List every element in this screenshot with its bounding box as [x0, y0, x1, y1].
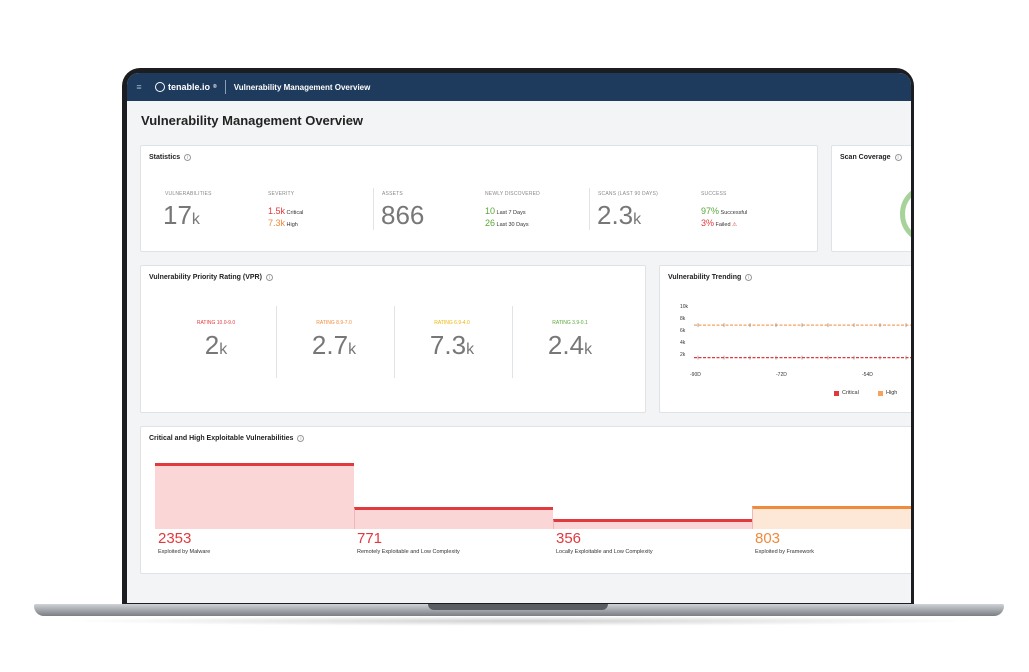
exploit-value: 356 [556, 530, 582, 547]
legend-item[interactable]: Critical [834, 390, 859, 396]
scans-label: SCANS (LAST 90 DAYS) [598, 191, 658, 197]
exploit-label: Remotely Exploitable and Low Complexity [357, 549, 460, 555]
trending-title-text: Vulnerability Trending [668, 274, 742, 281]
page-title: Vulnerability Management Overview [141, 113, 364, 128]
vpr-rating-label: RATING 6.9-4.0 [434, 320, 470, 326]
exploitable-card: Critical and High Exploitable Vulnerabil… [140, 426, 911, 574]
vpr-card: Vulnerability Priority Rating (VPR) i RA… [140, 265, 646, 413]
info-icon[interactable]: i [297, 435, 305, 442]
coverage-ring [900, 184, 911, 244]
y-tick-label: 4k [680, 340, 686, 346]
severity-critical: 1.5k Critical [268, 206, 304, 216]
success-failed: 3% Failed ⚠ [701, 218, 737, 228]
scan-coverage-title-text: Scan Coverage [840, 154, 891, 161]
x-tick-label: -90D [690, 372, 701, 378]
logo-mark: ® [213, 84, 217, 90]
vpr-rating-value[interactable]: 2.4k [547, 330, 593, 360]
nav-title: Vulnerability Management Overview [233, 82, 371, 92]
vulnerabilities-value: 17k [163, 200, 200, 230]
statistics-card: Statistics i VULNERABILITIES 17k SEVERIT… [140, 145, 818, 252]
exploit-bar[interactable] [553, 519, 752, 529]
y-tick-label: 2k [680, 352, 686, 358]
vpr-title: Vulnerability Priority Rating (VPR) i [141, 266, 645, 289]
vpr-title-text: Vulnerability Priority Rating (VPR) [149, 274, 262, 281]
trending-card: Vulnerability Trending i 10k 8k 6k 4k 2k -90D… [659, 265, 911, 413]
warning-icon: ⚠ [732, 222, 737, 228]
newly-last30: 26 Last 30 Days [485, 218, 529, 228]
x-tick-label: -54D [862, 372, 873, 378]
stat-divider [373, 188, 374, 230]
vpr-rating-label: RATING 3.9-0.1 [552, 320, 588, 326]
laptop-base [34, 604, 1004, 616]
success-label: SUCCESS [701, 191, 727, 197]
legend-item[interactable]: High [878, 390, 897, 396]
exploit-label: Exploited by Framework [755, 549, 814, 555]
vpr-divider [512, 306, 513, 378]
legend-swatch [878, 390, 883, 396]
screen: ≡ tenable.io ® Vulnerability Management O… [127, 73, 911, 603]
y-tick-label: 6k [680, 328, 686, 334]
newly-discovered-label: NEWLY DISCOVERED [485, 191, 540, 197]
newly-last7: 10 Last 7 Days [485, 206, 526, 216]
exploit-value: 803 [755, 530, 781, 547]
exploit-bar[interactable] [155, 463, 354, 529]
severity-high: 7.3k High [268, 218, 298, 228]
logo-text: tenable.io [168, 82, 211, 92]
y-tick-label: 8k [680, 316, 686, 322]
legend-swatch [834, 390, 839, 396]
exploit-value: 2353 [158, 530, 192, 547]
exploit-value: 771 [357, 530, 383, 547]
hamburger-menu-icon[interactable]: ≡ [136, 82, 142, 92]
exploitable-title-text: Critical and High Exploitable Vulnerabil… [149, 435, 294, 442]
exploitable-title: Critical and High Exploitable Vulnerabil… [141, 427, 911, 450]
laptop-notch [428, 604, 608, 610]
success-successful: 97% Successful [701, 206, 748, 216]
vpr-rating-value[interactable]: 7.3k [429, 330, 475, 360]
vpr-divider [276, 306, 277, 378]
trend-plot [694, 323, 911, 360]
logo-ring-icon [155, 82, 165, 92]
vpr-rating-label: RATING 8.9-7.0 [316, 320, 352, 326]
assets-label: ASSETS [382, 191, 403, 197]
scans-value: 2.3k [597, 200, 642, 230]
vpr-divider [394, 306, 395, 378]
info-icon[interactable]: i [745, 274, 753, 281]
top-nav: ≡ tenable.io ® Vulnerability Management O… [127, 73, 911, 101]
exploit-label: Exploited by Malware [158, 549, 211, 555]
trending-title: Vulnerability Trending i [660, 266, 911, 289]
vpr-rating-label: RATING 10.0-9.0 [196, 320, 236, 326]
statistics-title: Statistics i [141, 146, 817, 169]
severity-label: SEVERITY [268, 191, 295, 197]
y-tick-label: 10k [680, 304, 689, 310]
laptop-shadow [60, 616, 980, 626]
statistics-title-text: Statistics [149, 154, 181, 161]
assets-value: 866 [381, 200, 425, 230]
exploit-bar[interactable] [752, 506, 911, 529]
vpr-rating-value[interactable]: 2.7k [311, 330, 357, 360]
legend-label: Critical [842, 390, 859, 396]
info-icon[interactable]: i [265, 274, 273, 281]
legend-label: High [886, 390, 898, 396]
info-icon[interactable]: i [184, 154, 192, 161]
exploit-bar[interactable] [354, 507, 553, 529]
info-icon[interactable]: i [894, 154, 902, 161]
x-tick-label: -72D [776, 372, 787, 378]
exploit-label: Locally Exploitable and Low Complexity [556, 549, 653, 555]
logo[interactable]: tenable.io ® [151, 82, 217, 92]
nav-divider [224, 80, 226, 94]
vulnerabilities-label: VULNERABILITIES [165, 191, 212, 197]
scan-coverage-title: Scan Coverage i [832, 146, 911, 169]
vpr-rating-value[interactable]: 2k [204, 330, 228, 360]
stat-divider [589, 188, 590, 230]
scan-coverage-card: Scan Coverage i [831, 145, 911, 252]
